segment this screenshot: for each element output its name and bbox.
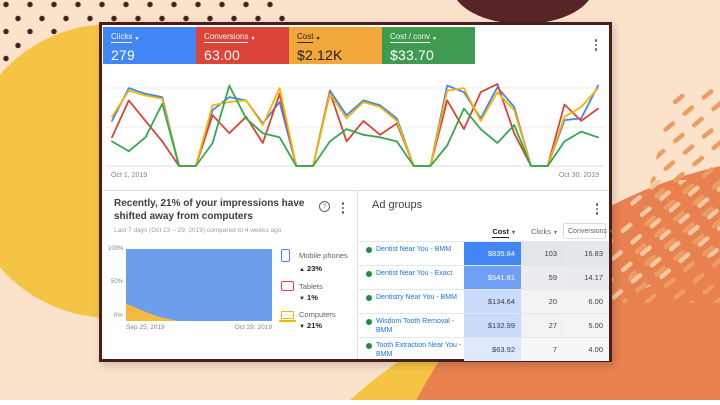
down-arrow-icon: ▼ (299, 324, 305, 330)
scorecard-cost[interactable]: Cost ▾ $2.12K (289, 27, 382, 64)
scorecard-value: $2.12K (297, 47, 343, 63)
conversions-cell: 5.00 (563, 314, 609, 337)
x-axis-start-label: Oct 1, 2019 (111, 172, 148, 179)
help-icon[interactable]: ? (319, 201, 330, 212)
cost-cell: $63.92 (464, 338, 521, 361)
device-legend: Mobile phones ▲ 23% Tablets ▼ 1% Compute… (279, 249, 348, 338)
chevron-down-icon: ▾ (511, 229, 515, 236)
enabled-status-icon (366, 295, 372, 301)
down-arrow-icon: ▼ (299, 296, 305, 302)
scorecard-value: 279 (111, 47, 135, 63)
scorecard-value: $33.70 (390, 47, 435, 63)
device-share-area-chart (126, 249, 272, 321)
chevron-down-icon: ▾ (609, 228, 613, 235)
mini-chart-x-axis: Sep 25, 2019 Oct 29, 2019 (126, 324, 272, 331)
cost-cell: $132.99 (464, 314, 521, 337)
cost-cell: $835.84 (464, 242, 521, 265)
table-row[interactable]: Tooth Extraction Near You - BMM $63.92 7… (358, 337, 609, 361)
cost-cell: $541.81 (464, 266, 521, 289)
column-header-conversions-dropdown[interactable]: Conversions ▾ (563, 223, 613, 239)
vertical-divider (357, 190, 358, 359)
clicks-cell: 20 (521, 290, 563, 313)
y-tick-50: 50% (111, 279, 124, 285)
chevron-down-icon[interactable]: ▾ (135, 36, 139, 42)
clicks-cell: 27 (521, 314, 563, 337)
cost-cell: $134.64 (464, 290, 521, 313)
scorecard-conversions[interactable]: Conversions ▾ 63.00 (196, 27, 289, 64)
insight-title: Recently, 21% of your impressions have s… (114, 198, 305, 222)
enabled-status-icon (366, 271, 372, 277)
column-header-clicks[interactable]: Clicks ▾ (530, 226, 557, 236)
mini-x-end-label: Oct 29, 2019 (234, 324, 272, 331)
enabled-status-icon (366, 247, 372, 253)
ad-groups-kebab-menu-icon[interactable] (594, 201, 601, 217)
overview-kebab-menu-icon[interactable] (593, 37, 600, 53)
ad-group-link[interactable]: Dentistry Near You - BMM (376, 294, 457, 301)
ad-groups-table: Cost ▾ Clicks ▾ Conversions ▾ Dentist Near … (358, 221, 613, 361)
ad-group-link[interactable]: Wisdom Tooth Removal - BMM (376, 318, 455, 334)
scorecard-label: Cost / conv (390, 32, 431, 43)
insight-subtitle: Last 7 days (Oct 23 – 29, 2019) compared… (114, 227, 282, 234)
x-axis-end-label: Oct 30, 2019 (558, 172, 599, 179)
chevron-down-icon[interactable]: ▾ (433, 36, 437, 42)
chevron-down-icon[interactable]: ▾ (316, 36, 320, 42)
clicks-cell: 7 (521, 338, 563, 361)
conversions-cell: 16.83 (563, 242, 609, 265)
chart-x-axis: Oct 1, 2019 Oct 30, 2019 (106, 172, 604, 179)
conversions-cell: 4.00 (563, 338, 609, 361)
chevron-down-icon: ▾ (553, 229, 557, 236)
computers-area (126, 303, 179, 321)
table-row[interactable]: Wisdom Tooth Removal - BMM $132.99 27 5.… (358, 313, 609, 337)
table-header-row: Cost ▾ Clicks ▾ Conversions ▾ (358, 221, 613, 241)
scorecard-value: 63.00 (204, 47, 241, 63)
enabled-status-icon (366, 319, 372, 325)
bottom-margin-strip (0, 400, 720, 405)
mini-x-start-label: Sep 25, 2019 (126, 324, 165, 331)
legend-item-mobile: Mobile phones ▲ 23% (281, 249, 348, 273)
y-tick-0: 0% (114, 313, 123, 319)
enabled-status-icon (366, 343, 372, 349)
table-row[interactable]: Dentist Near You - Exact $541.81 59 14.1… (358, 265, 609, 289)
ads-overview-dashboard: Clicks ▾ 279 Conversions ▾ 63.00 Cost ▾ $2.… (99, 22, 613, 362)
legend-item-computers: Computers ▼ 21% (279, 310, 348, 330)
tablet-icon (281, 281, 294, 291)
y-tick-100: 100% (108, 246, 124, 252)
conversions-cell: 6.00 (563, 290, 609, 313)
insight-card: Recently, 21% of your impressions have s… (102, 191, 357, 359)
scorecard-clicks[interactable]: Clicks ▾ 279 (103, 27, 196, 64)
chevron-down-icon[interactable]: ▾ (251, 36, 255, 42)
ad-group-link[interactable]: Dentist Near You - BMM (376, 246, 452, 253)
conversions-cell: 14.17 (563, 266, 609, 289)
clicks-cell: 103 (521, 242, 563, 265)
scorecard-label: Cost (297, 32, 314, 43)
scorecard-cost-per-conv[interactable]: Cost / conv ▾ $33.70 (382, 27, 475, 64)
ad-group-link[interactable]: Tooth Extraction Near You - BMM (376, 342, 462, 358)
performance-line-chart (106, 78, 604, 173)
scorecard-label: Clicks (111, 32, 133, 43)
mobile-phone-icon (281, 249, 290, 262)
scorecard-row: Clicks ▾ 279 Conversions ▾ 63.00 Cost ▾ $2.… (103, 27, 475, 64)
column-header-cost[interactable]: Cost ▾ (492, 226, 515, 238)
mobile-area (126, 249, 272, 321)
horizontal-divider (102, 190, 609, 191)
clicks-cell: 59 (521, 266, 563, 289)
legend-item-tablets: Tablets ▼ 1% (281, 281, 348, 302)
ad-groups-title: Ad groups (372, 199, 423, 211)
scorecard-label: Conversions (204, 32, 249, 43)
maroon-blob-top (452, 0, 594, 24)
table-row[interactable]: Dentistry Near You - BMM $134.64 20 6.00 (358, 289, 609, 313)
insight-kebab-menu-icon[interactable] (340, 200, 347, 216)
ad-groups-card: Ad groups Cost ▾ Clicks ▾ Conversions ▾ Den… (358, 191, 613, 361)
up-arrow-icon: ▲ (299, 267, 305, 273)
computer-icon (279, 310, 296, 322)
ad-group-link[interactable]: Dentist Near You - Exact (376, 270, 453, 277)
table-row[interactable]: Dentist Near You - BMM $835.84 103 16.83 (358, 241, 609, 265)
